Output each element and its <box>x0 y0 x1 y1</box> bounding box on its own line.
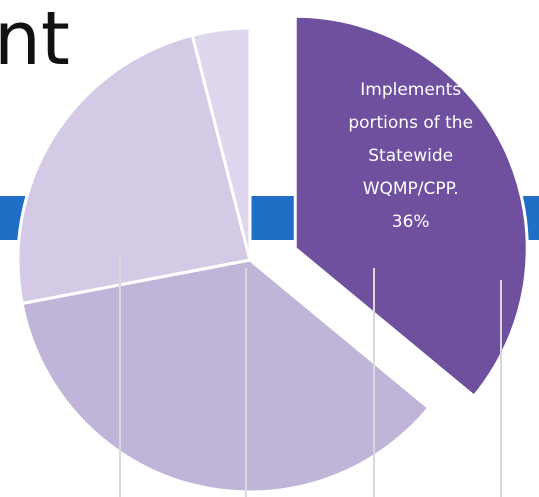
slice-label: Implements portions of the Statewide WQM… <box>336 74 486 239</box>
leader-lines <box>119 255 502 497</box>
pie-slice <box>293 14 529 399</box>
value-label: 36% <box>391 211 430 232</box>
pie-slice <box>190 26 252 261</box>
pie-slice <box>20 258 431 494</box>
pie-slice <box>16 33 252 306</box>
slice-label-box: Implements portions of the Statewide WQM… <box>336 74 486 239</box>
slide-title: nt <box>0 0 70 82</box>
pie: Implements portions of the Statewide WQM… <box>16 14 529 494</box>
category-label: Implements portions of the Statewide WQM… <box>348 79 474 199</box>
